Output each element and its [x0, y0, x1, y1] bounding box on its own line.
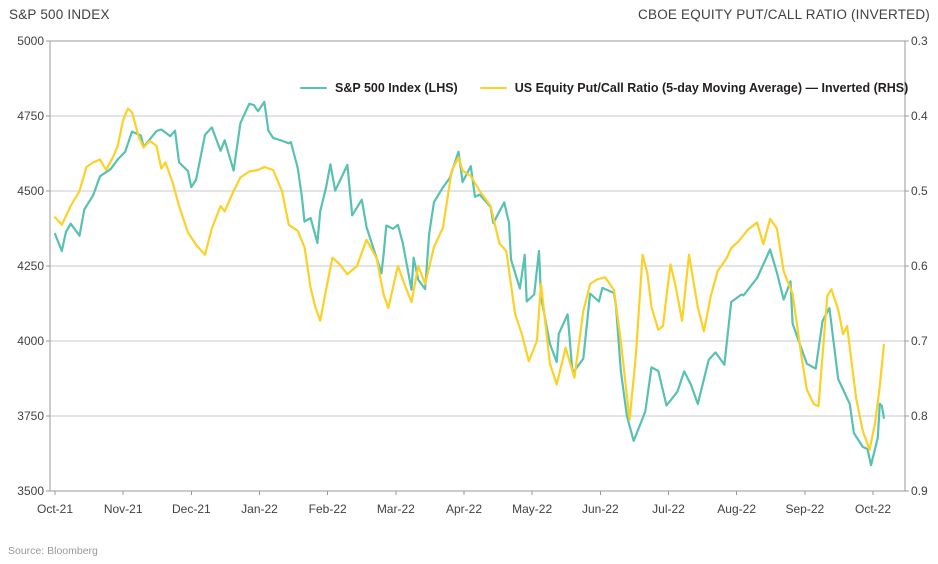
- left-axis-title: S&P 500 INDEX: [9, 7, 110, 22]
- legend-label-sp500: S&P 500 Index (LHS): [335, 81, 458, 95]
- putcall-line-swatch: [479, 86, 507, 90]
- legend: S&P 500 Index (LHS) US Equity Put/Call R…: [300, 81, 908, 95]
- source-note: Source: Bloomberg: [8, 545, 98, 557]
- legend-label-putcall: US Equity Put/Call Ratio (5-day Moving A…: [514, 81, 909, 95]
- legend-item-putcall: US Equity Put/Call Ratio (5-day Moving A…: [479, 81, 909, 95]
- sp500-line-swatch: [300, 86, 327, 90]
- sp500-line: [53, 100, 886, 467]
- legend-item-sp500: S&P 500 Index (LHS): [300, 81, 458, 95]
- putcall-line: [53, 107, 886, 451]
- right-axis-title: CBOE EQUITY PUT/CALL RATIO (INVERTED): [638, 7, 930, 22]
